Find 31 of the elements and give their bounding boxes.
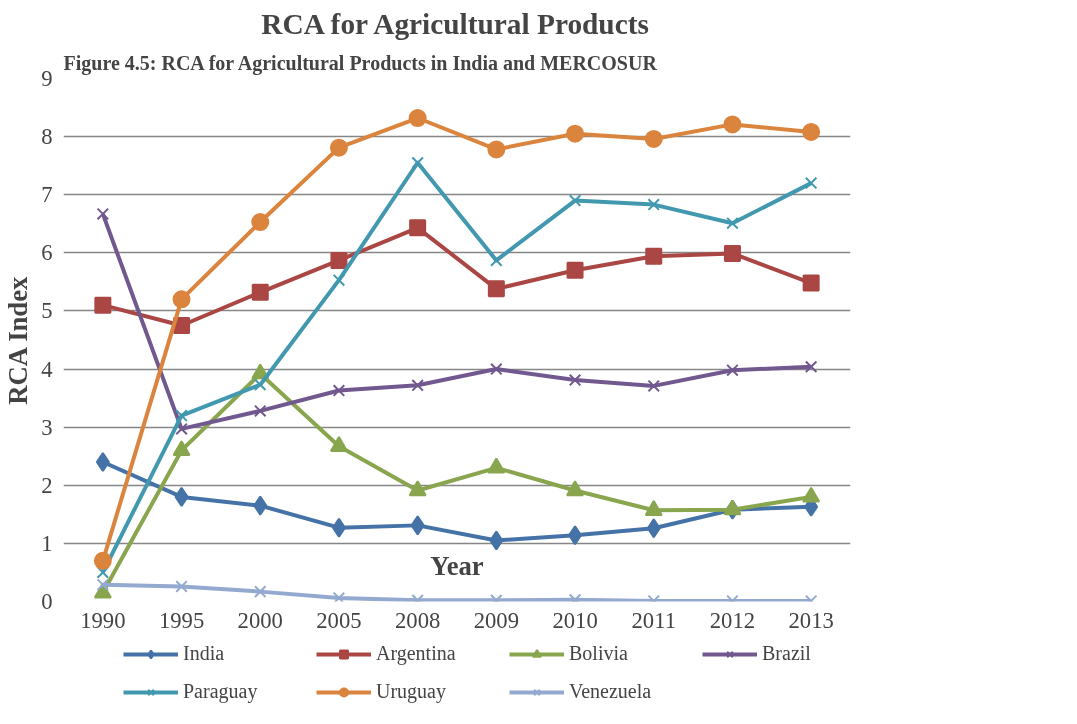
caption: Figure 4.5: RCA for Agricultural Products in India and MERCOSUR (63, 51, 658, 75)
y-tick-label: 9 (41, 66, 53, 91)
legend-label: Argentina (376, 642, 457, 665)
y-tick-label: 2 (41, 472, 53, 498)
x-tick-label: 2012 (709, 607, 756, 633)
x-tick-label: 2005 (316, 607, 362, 633)
x-tick-label: 1990 (80, 607, 126, 633)
x-tick-label: 2009 (473, 607, 520, 633)
y-tick-label: 7 (41, 182, 53, 208)
x-axis-title: Year (430, 551, 484, 582)
legend-label: Uruguay (376, 680, 447, 703)
x-tick-label: 2000 (237, 607, 283, 633)
y-axis-title: RCA Index (3, 276, 34, 405)
legend-label: Venezuela (569, 680, 653, 703)
x-tick-label: 2013 (788, 607, 834, 633)
y-tick-label: 1 (41, 530, 53, 556)
y-tick-label: 8 (41, 124, 53, 150)
y-tick-label: 0 (41, 589, 53, 614)
y-tick-label: 5 (41, 298, 53, 324)
x-tick-label: 2011 (631, 607, 676, 633)
x-tick-label: 1995 (158, 607, 205, 633)
chart-title: RCA for Agricultural Products (261, 7, 649, 40)
x-tick-label: 2008 (394, 607, 441, 633)
x-tick-label: 2010 (552, 607, 598, 633)
legend-label: Bolivia (569, 642, 629, 665)
legend-label: Paraguay (183, 680, 259, 703)
y-tick-label: 3 (41, 414, 53, 440)
legend-label: India (183, 642, 226, 665)
y-tick-label: 4 (41, 356, 53, 382)
y-tick-label: 6 (41, 240, 53, 266)
legend-label: Brazil (762, 642, 812, 665)
